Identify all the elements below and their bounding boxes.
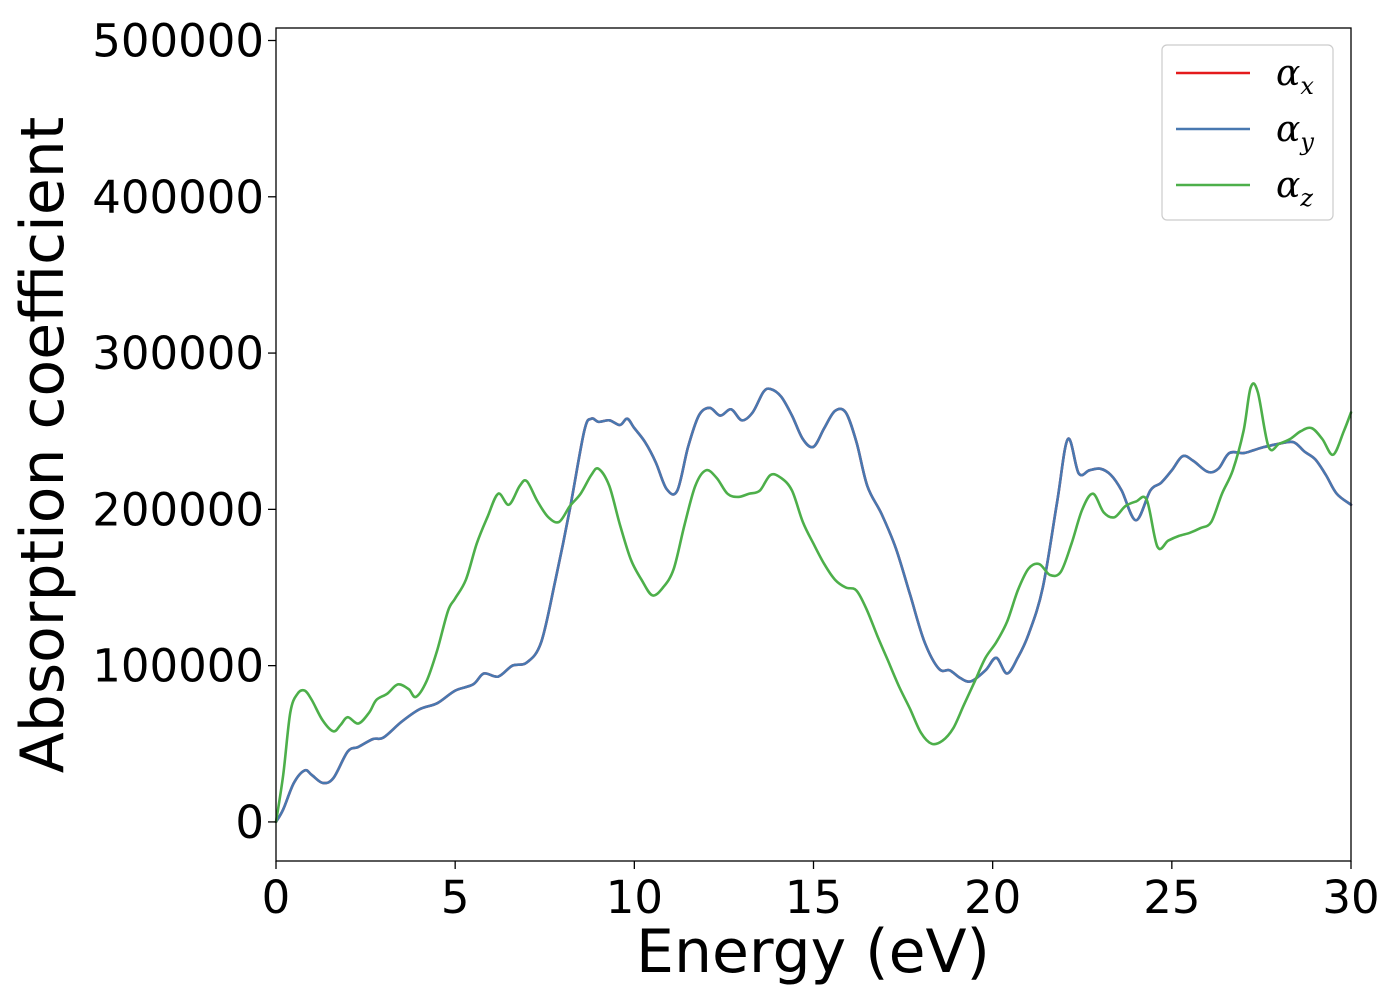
series-line-alpha-y [274, 387, 1353, 824]
y-tick-label: 500000 [92, 15, 264, 68]
x-tick-label: 10 [606, 871, 663, 924]
x-axis: 0 5 10 15 20 25 30 [262, 861, 1380, 924]
y-tick-label: 100000 [92, 640, 264, 693]
y-tick-label: 300000 [92, 327, 264, 380]
legend: αx αy αz [1161, 44, 1334, 221]
y-tick-label: 0 [235, 796, 264, 849]
x-tick-label: 15 [785, 871, 842, 924]
x-tick-label: 0 [262, 871, 291, 924]
x-tick-label: 30 [1322, 871, 1379, 924]
legend-label-alpha-y: αy [1276, 109, 1314, 156]
series-layer [274, 382, 1353, 824]
y-tick-label: 200000 [92, 483, 264, 536]
legend-label-alpha-z: αz [1276, 165, 1313, 212]
y-axis-title: Absorption coefficient [8, 117, 78, 774]
y-axis: 0 100000 200000 300000 400000 500000 [92, 15, 276, 849]
x-tick-label: 25 [1143, 871, 1200, 924]
legend-label-alpha-x: αx [1276, 53, 1314, 100]
x-tick-label: 5 [441, 871, 470, 924]
series-line-alpha-z [274, 382, 1353, 824]
y-tick-label: 400000 [92, 171, 264, 224]
x-axis-title: Energy (eV) [636, 917, 990, 987]
legend-box [1161, 44, 1334, 221]
x-tick-label: 20 [964, 871, 1021, 924]
